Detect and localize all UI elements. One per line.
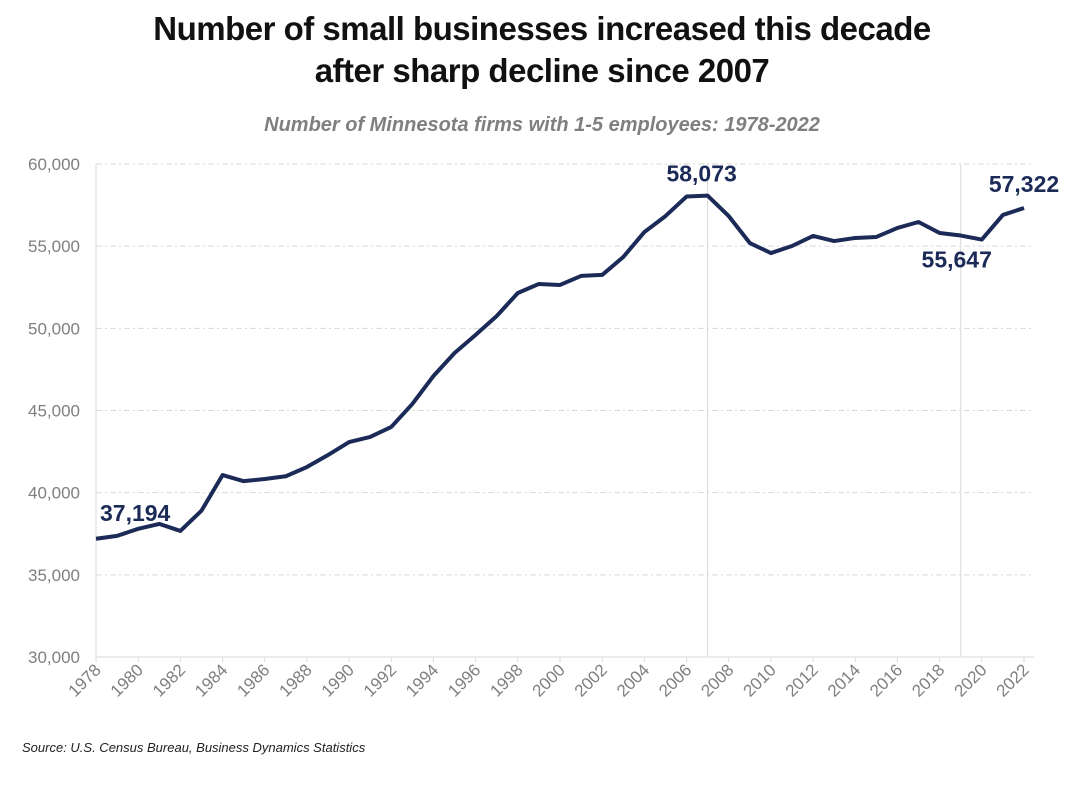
x-tick-label: 1996 <box>444 660 484 700</box>
source-note: Source: U.S. Census Bureau, Business Dyn… <box>22 740 366 755</box>
x-tick-label: 2020 <box>950 660 990 700</box>
x-tick-label: 2012 <box>782 660 822 700</box>
y-tick-label: 60,000 <box>28 155 80 174</box>
series-line <box>95 193 1025 541</box>
y-tick-label: 45,000 <box>28 402 80 421</box>
x-tick-label: 2018 <box>908 660 948 700</box>
x-tick-label: 2008 <box>697 660 737 700</box>
x-tick-label: 1986 <box>233 660 273 700</box>
x-tick-label: 2022 <box>993 660 1033 700</box>
y-tick-label: 40,000 <box>28 484 80 503</box>
data-label: 37,194 <box>100 500 171 526</box>
data-label: 55,647 <box>922 247 992 273</box>
x-tick-label: 1998 <box>486 660 526 700</box>
y-tick-label: 35,000 <box>28 566 80 585</box>
y-tick-label: 30,000 <box>28 648 80 667</box>
data-label: 57,322 <box>989 171 1059 197</box>
chart-title-line-2: after sharp decline since 2007 <box>314 52 770 89</box>
x-tick-label: 1990 <box>318 660 358 700</box>
x-tick-label: 2004 <box>613 660 653 700</box>
x-tick-label: 1988 <box>276 660 316 700</box>
x-tick-label: 1982 <box>149 660 189 700</box>
x-tick-label: 1984 <box>191 660 231 700</box>
x-tick-label: 2016 <box>866 660 906 700</box>
data-label: 58,073 <box>666 161 736 187</box>
x-tick-label: 1980 <box>107 660 147 700</box>
x-tick-label: 1992 <box>360 660 400 700</box>
chart-title: Number of small businesses increased thi… <box>0 8 1084 92</box>
x-tick-label: 2014 <box>824 660 864 700</box>
x-tick-label: 2000 <box>529 660 569 700</box>
y-tick-label: 50,000 <box>28 319 80 338</box>
chart-title-line-1: Number of small businesses increased thi… <box>153 10 931 47</box>
x-tick-label: 2002 <box>571 660 611 700</box>
x-tick-label: 1994 <box>402 660 442 700</box>
y-tick-label: 55,000 <box>28 237 80 256</box>
x-tick-label: 2006 <box>655 660 695 700</box>
x-tick-label: 2010 <box>740 660 780 700</box>
chart-subtitle: Number of Minnesota firms with 1-5 emplo… <box>264 114 820 136</box>
